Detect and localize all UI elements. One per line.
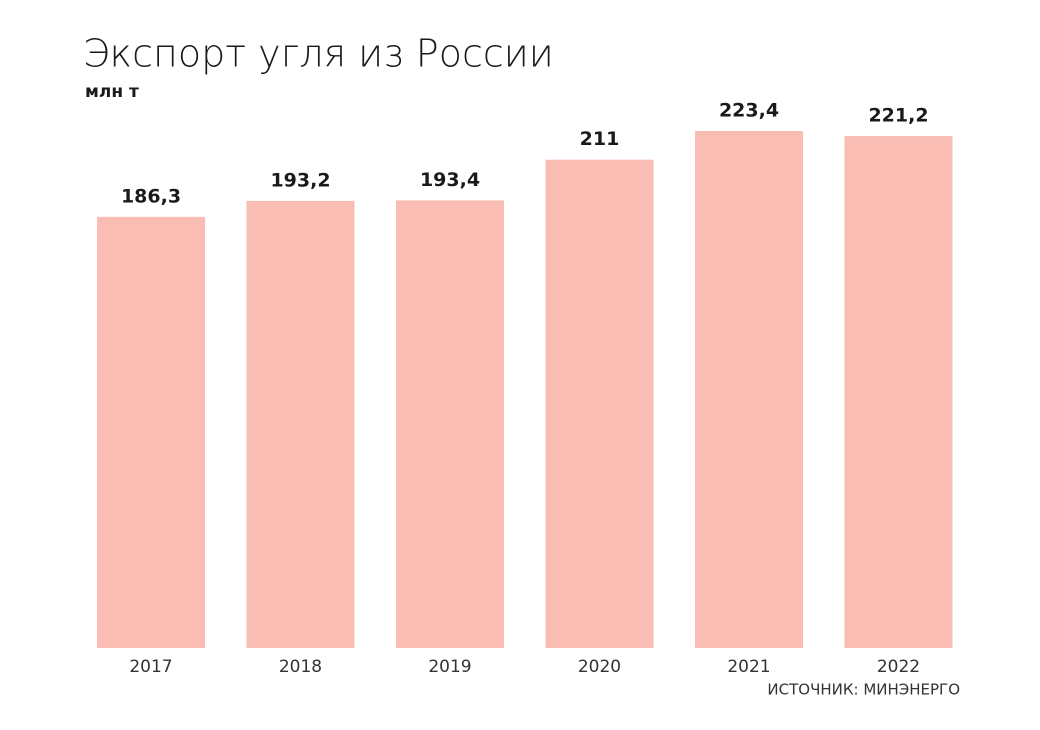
- x-tick-label: 2020: [578, 657, 621, 677]
- value-label: 221,2: [868, 105, 928, 127]
- value-label: 193,2: [270, 169, 330, 191]
- bar: [695, 131, 803, 648]
- bar: [97, 216, 205, 649]
- bar: [396, 200, 504, 648]
- value-label: 186,3: [121, 185, 181, 207]
- x-tick-label: 2021: [727, 657, 770, 677]
- value-label: 223,4: [719, 100, 779, 122]
- chart-subtitle: млн т: [85, 82, 139, 102]
- value-label: 193,4: [420, 169, 480, 191]
- source-note: ИСТОЧНИК: МИНЭНЕРГО: [767, 681, 960, 699]
- value-label: 211: [580, 128, 620, 150]
- chart-title: Экспорт угля из России: [83, 32, 554, 76]
- x-tick-label: 2022: [877, 657, 920, 677]
- x-tick-label: 2017: [129, 657, 172, 677]
- bar: [545, 159, 654, 648]
- x-tick-label: 2018: [279, 657, 322, 677]
- bar: [844, 136, 953, 648]
- bar: [246, 200, 355, 648]
- x-tick-label: 2019: [428, 657, 471, 677]
